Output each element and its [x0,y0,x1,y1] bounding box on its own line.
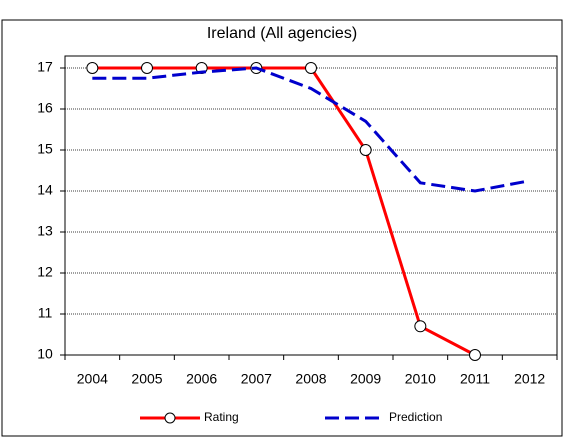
y-tick-label: 12 [37,264,53,280]
point-marker [359,144,372,156]
chart-title: Ireland (All agencies) [207,25,357,42]
y-tick-label: 11 [38,305,53,321]
point-marker [305,62,317,74]
y-tick-label: 13 [37,223,53,239]
y-tick-label: 16 [37,100,53,116]
legend-label: Prediction [389,410,442,424]
x-tick-label: 2009 [350,371,381,387]
x-tick-label: 2011 [460,371,490,387]
x-tick-label: 2007 [241,371,272,387]
series-line [92,66,530,193]
x-tick-label: 2005 [131,371,162,387]
point-marker [141,62,153,74]
x-tick-label: 2006 [186,371,217,387]
x-tick-label: 2008 [295,371,326,387]
point-marker [86,62,99,74]
point-marker [414,320,427,333]
chart-frame [1,19,563,437]
y-tick-label: 15 [37,141,53,157]
y-tick-label: 10 [37,346,53,362]
point-marker [469,349,481,361]
legend-marker [164,412,176,424]
y-tick-label: 14 [37,182,53,198]
legend-label: Rating [204,410,239,424]
x-tick-label: 2004 [77,371,108,387]
plot-border [64,55,558,356]
series-line [92,66,476,357]
x-tick-label: 2012 [514,371,545,387]
y-tick-label: 17 [37,59,53,75]
x-tick-label: 2010 [405,371,436,387]
